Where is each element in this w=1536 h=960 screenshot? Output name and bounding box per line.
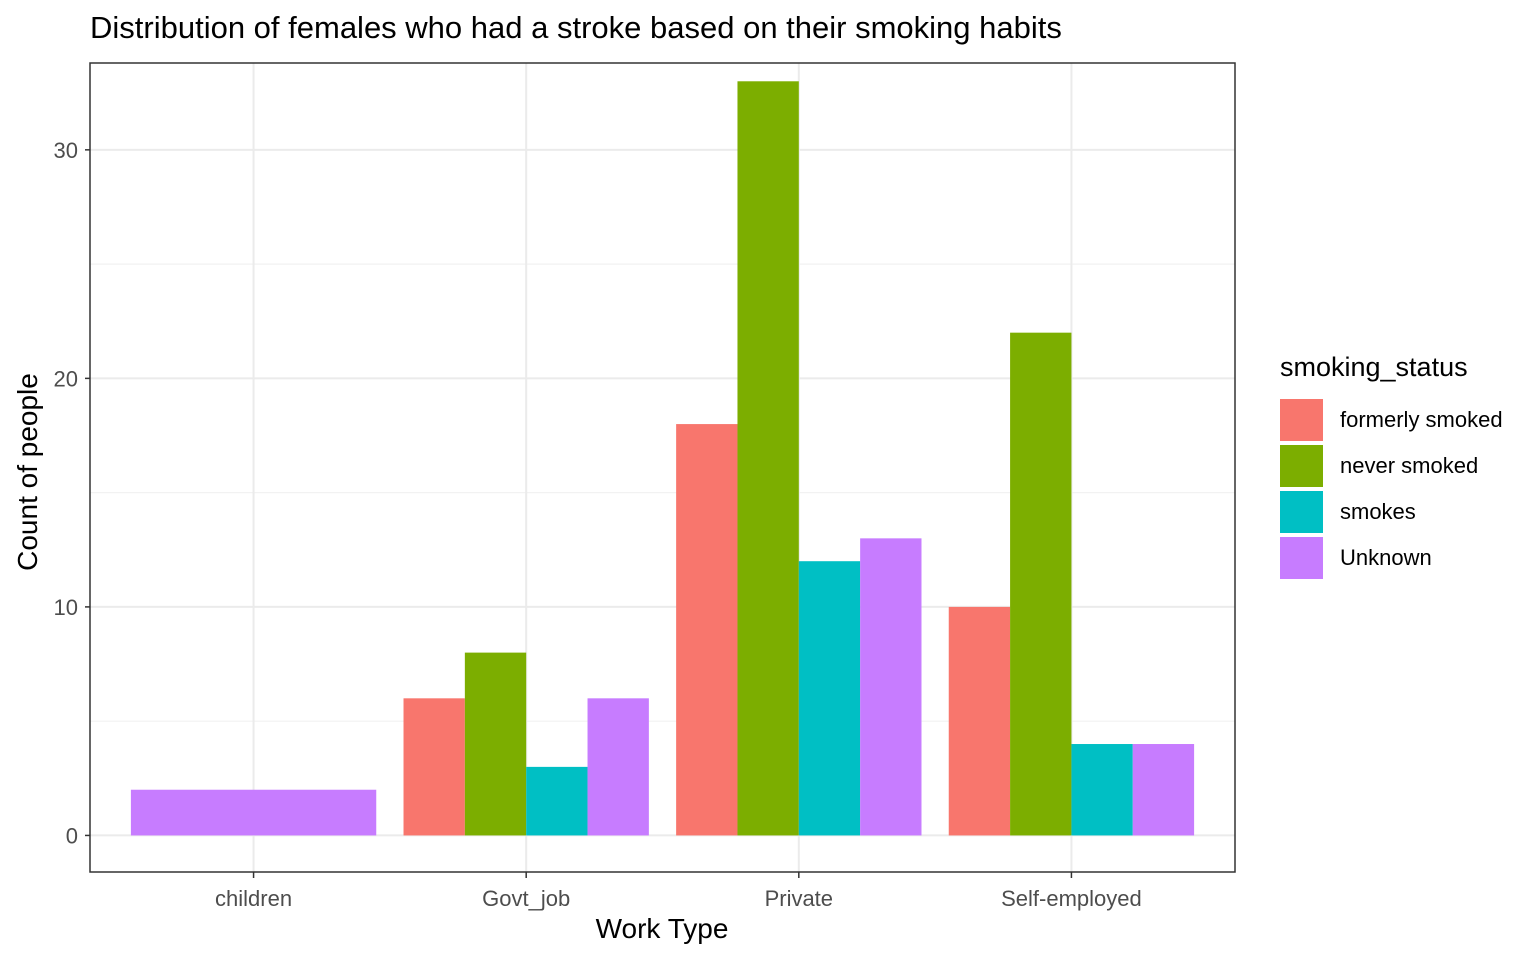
y-axis-title: Count of people [12,373,43,571]
bar-unknown-govt_job [587,698,649,836]
legend-swatch [1280,491,1323,533]
x-axis-title: Work Type [595,913,729,944]
panel-border [89,62,1236,873]
x-tick-label: Self-employed [1001,886,1142,911]
legend-label: Unknown [1340,545,1432,570]
bar-smokes-govt_job [526,766,588,836]
x-tick-label: Govt_job [482,886,570,911]
bar-formerly-smoked-self-employed [948,606,1011,836]
x-tick-label: children [215,886,292,911]
legend-swatch [1280,399,1323,441]
legend-label: never smoked [1340,453,1479,478]
bar-never-smoked-govt_job [464,652,527,836]
legend-item-never-smoked: never smoked [1280,443,1503,489]
legend: smoking_status formerly smoked never smo… [1280,352,1503,581]
chart-title: Distribution of females who had a stroke… [90,10,1062,45]
y-tick-label: 20 [54,366,78,391]
bar-formerly-smoked-private [676,424,738,836]
bar-smokes-private [798,561,861,836]
bar-smokes-self-employed [1071,744,1133,836]
y-tick-label: 0 [66,823,78,848]
legend-swatch [1280,537,1323,579]
legend-item-formerly-smoked: formerly smoked [1280,397,1503,443]
bar-never-smoked-private [737,81,799,836]
legend-swatch [1280,445,1323,487]
legend-item-unknown: Unknown [1280,535,1503,581]
x-tick-label: Private [765,886,833,911]
y-tick-label: 30 [54,138,78,163]
legend-item-smokes: smokes [1280,489,1503,535]
bar-formerly-smoked-govt_job [403,698,465,836]
legend-title: smoking_status [1280,352,1468,382]
y-tick-label: 10 [54,595,78,620]
legend-label: formerly smoked [1340,407,1503,432]
legend-label: smokes [1340,499,1416,524]
bar-unknown-children [130,789,377,836]
bar-never-smoked-self-employed [1010,332,1072,836]
bar-unknown-private [860,538,922,836]
bar-unknown-self-employed [1132,744,1195,836]
